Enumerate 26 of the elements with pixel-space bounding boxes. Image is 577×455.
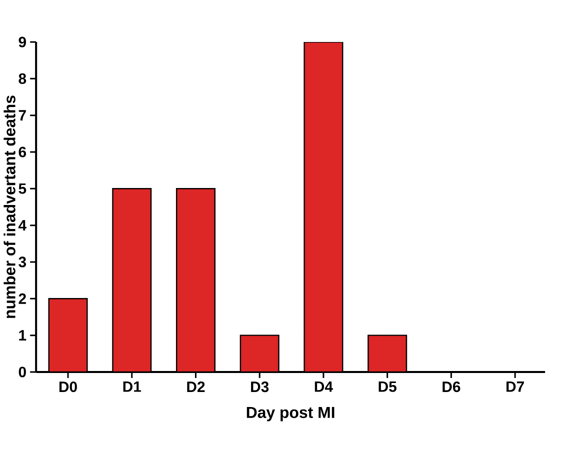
- bar: [240, 334, 280, 372]
- y-tick-label: 2: [18, 293, 26, 304]
- x-tick-label: D6: [442, 382, 460, 392]
- x-axis-title: Day post MI: [246, 406, 334, 422]
- x-tick-label: D4: [314, 382, 333, 392]
- x-tick-label: D0: [59, 382, 77, 392]
- y-tick-label: 1: [19, 330, 26, 340]
- x-tick-label: D7: [506, 382, 524, 392]
- y-tick-label: 3: [18, 256, 26, 268]
- y-tick-label: 9: [18, 36, 26, 48]
- bar: [112, 188, 152, 372]
- y-tick-label: 8: [18, 73, 26, 84]
- bar: [48, 298, 88, 372]
- bar: [368, 334, 408, 372]
- x-tick-label: D1: [123, 382, 141, 392]
- x-tick-label: D3: [251, 382, 269, 392]
- y-tick-label: 0: [18, 366, 26, 378]
- x-tick-label: D2: [187, 382, 205, 392]
- y-tick-label: 7: [18, 110, 26, 120]
- bar: [176, 188, 216, 372]
- x-tick-label: D5: [378, 382, 396, 392]
- y-tick-label: 4: [18, 220, 26, 230]
- y-tick-label: 6: [18, 146, 26, 158]
- y-tick-label: 5: [18, 183, 26, 194]
- bar: [304, 42, 344, 372]
- y-axis-title: number of inadvertant deaths: [4, 96, 16, 318]
